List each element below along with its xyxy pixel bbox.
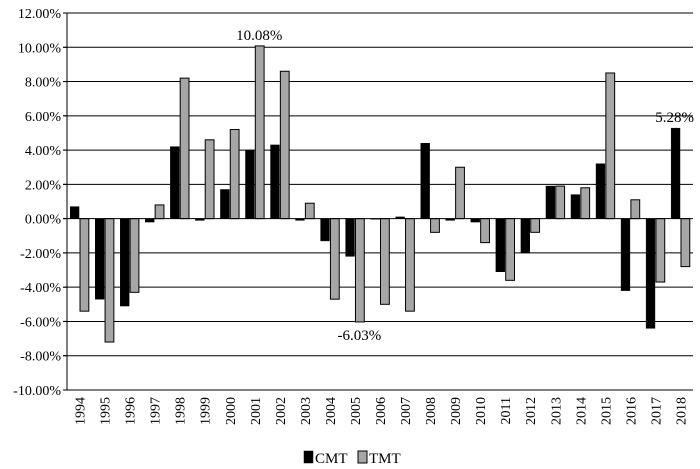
bar-tmt-2010 <box>480 218 490 244</box>
bar-cmt-1998 <box>170 146 180 219</box>
x-tick-label: 2010 <box>474 397 489 425</box>
bar-cmt-2015 <box>595 163 606 219</box>
bar-cmt-2000 <box>220 189 230 219</box>
x-tick-label: 2008 <box>424 397 439 425</box>
x-tick-label: 2015 <box>599 397 614 425</box>
x-tick-label: 2018 <box>674 397 689 425</box>
bar-tmt-2013 <box>555 185 566 220</box>
bar-cmt-2018 <box>670 127 681 219</box>
x-tick-label: 2017 <box>649 397 664 425</box>
y-tick-label: 8.00% <box>25 76 62 91</box>
legend-label-tmt: TMT <box>369 451 401 467</box>
bar-cmt-2002 <box>270 144 280 219</box>
bar-cmt-2004 <box>320 218 330 242</box>
x-tick-label: 2004 <box>324 397 339 425</box>
legend-label-cmt: CMT <box>315 451 348 467</box>
x-tick-label: 2000 <box>224 397 239 425</box>
y-tick-label: 4.00% <box>25 144 62 159</box>
bar-tmt-2007 <box>405 218 415 312</box>
x-tick-label: 1998 <box>174 397 189 425</box>
bar-cmt-1996 <box>120 218 130 307</box>
bars <box>69 45 691 343</box>
x-tick-label: 1994 <box>74 397 89 425</box>
x-tick-label: 1999 <box>199 397 214 425</box>
bar-cmt-2005 <box>345 218 355 257</box>
bar-tmt-2017 <box>655 218 666 283</box>
y-tick-label: 2.00% <box>25 178 62 193</box>
x-tick-label: 2012 <box>524 397 539 425</box>
x-tick-label: 1996 <box>124 397 139 425</box>
bar-cmt-2011 <box>495 218 505 273</box>
x-tick-label: 2003 <box>299 397 314 425</box>
bar-cmt-2001 <box>245 149 255 219</box>
x-tick-label: 2011 <box>499 397 514 424</box>
data-label: 5.28% <box>655 110 694 126</box>
data-label: -6.03% <box>337 328 381 344</box>
bar-cmt-2013 <box>545 185 556 219</box>
bar-cmt-2008 <box>420 142 430 219</box>
y-tick-label: -10.00% <box>13 384 61 399</box>
x-tick-label: 2009 <box>449 397 464 425</box>
y-tick-label: 0.00% <box>25 213 62 228</box>
x-tick-label: 2005 <box>349 397 364 425</box>
y-tick-label: 6.00% <box>25 110 62 125</box>
bar-tmt-2003 <box>304 202 315 220</box>
bar-tmt-2006 <box>380 218 390 305</box>
bar-tmt-1997 <box>154 204 165 220</box>
x-tick-label: 1997 <box>149 397 164 425</box>
bar-tmt-2014 <box>580 187 591 220</box>
legend-swatch-cmt <box>303 450 314 464</box>
x-tick-label: 2014 <box>574 397 589 425</box>
bar-tmt-2004 <box>329 218 340 300</box>
bar-cmt-2017 <box>645 218 656 329</box>
y-tick-label: -8.00% <box>20 350 61 365</box>
y-tick-label: -6.00% <box>20 315 61 330</box>
bar-cmt-2014 <box>570 194 581 219</box>
legend-swatch-tmt <box>357 450 368 464</box>
bar-tmt-2015 <box>605 72 616 220</box>
bar-tmt-1996 <box>129 218 140 293</box>
legend: CMT TMT <box>303 450 401 467</box>
bar-tmt-2011 <box>505 218 516 281</box>
x-tick-label: 1995 <box>99 397 114 425</box>
y-axis-tick-labels: 12.00% 10.00% 8.00% 6.00% 4.00% 2.00% 0.00% -2.… <box>13 7 61 399</box>
bar-cmt-2010 <box>470 218 480 223</box>
axes <box>63 12 693 391</box>
annotations: 10.08% -6.03% 5.28% <box>236 28 694 344</box>
bar-cmt-1997 <box>145 218 155 223</box>
bar-tmt-2012 <box>530 218 541 233</box>
y-tick-label: 12.00% <box>18 7 62 22</box>
y-tick-label: -2.00% <box>20 247 61 262</box>
bar-tmt-2001 <box>254 45 265 220</box>
y-tick-label: 10.00% <box>18 41 62 56</box>
bar-cmt-2012 <box>520 218 530 254</box>
bar-tmt-2005 <box>354 218 365 323</box>
bar-tmt-2009 <box>455 166 465 220</box>
bar-tmt-1998 <box>179 77 190 220</box>
x-axis-tick-labels: 1994 1995 1996 1997 1998 1999 2000 2001 2002 2003… <box>74 397 690 425</box>
bar-cmt-1994 <box>69 206 80 219</box>
x-tick-label: 2006 <box>374 397 389 425</box>
y-tick-label: -4.00% <box>20 281 61 296</box>
x-tick-label: 2007 <box>399 397 414 425</box>
bar-tmt-2008 <box>430 218 440 233</box>
x-tick-label: 2016 <box>624 397 639 425</box>
bar-tmt-1999 <box>204 139 215 220</box>
bar-tmt-1994 <box>79 218 90 312</box>
x-tick-label: 2001 <box>249 397 264 425</box>
bar-tmt-1995 <box>104 218 115 343</box>
data-label: 10.08% <box>236 28 282 44</box>
bar-tmt-2002 <box>279 70 290 220</box>
x-tick-label: 2013 <box>549 397 564 425</box>
bar-tmt-2016 <box>630 199 641 220</box>
bar-cmt-1995 <box>95 218 105 300</box>
bar-tmt-2000 <box>229 129 240 220</box>
bar-tmt-2018 <box>680 218 691 268</box>
bar-cmt-2016 <box>620 218 631 291</box>
x-tick-label: 2002 <box>274 397 289 425</box>
